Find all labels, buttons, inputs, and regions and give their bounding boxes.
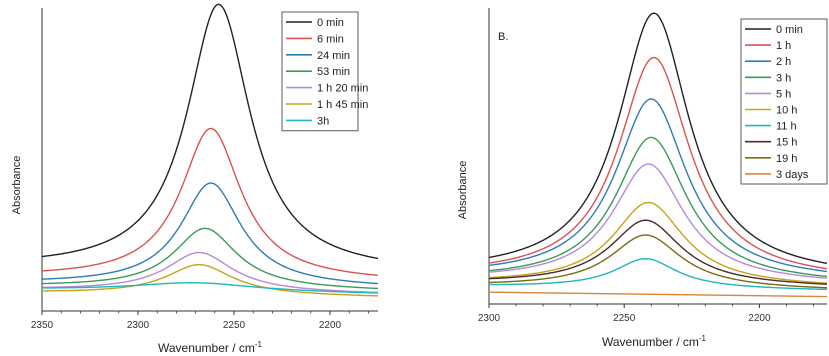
series-line-1	[488, 12, 828, 265]
x-tick-label: 2350	[31, 320, 54, 331]
series-line-7	[41, 282, 379, 294]
legend-label: 2 h	[776, 56, 791, 68]
legend-label: 3h	[317, 115, 329, 127]
y-axis-label: Absorbance	[457, 161, 469, 220]
legend-label: 5 h	[776, 88, 791, 100]
legend-label: 15 h	[776, 137, 797, 149]
series-line-6	[488, 201, 828, 284]
series-line-2	[488, 56, 828, 270]
legend-label: 3 days	[776, 169, 809, 181]
x-tick-label: 2250	[613, 313, 636, 324]
y-axis-label: Absorbance	[11, 156, 23, 215]
x-tick-label: 2200	[319, 320, 342, 331]
chart-panel-1: 2350 2300 2250 2200 0 min 6 min 24 min 53 min 1 …	[11, 3, 379, 355]
legend-label: 1 h	[776, 40, 791, 52]
x-tick-label: 2250	[223, 320, 246, 331]
legend-box	[740, 18, 828, 185]
series-line-1	[41, 3, 379, 260]
legend-label: 24 min	[317, 50, 350, 62]
x-tick-label: 2300	[127, 320, 150, 331]
series-line-5	[488, 163, 828, 279]
series-line-3	[41, 182, 379, 285]
panel-label: B.	[498, 31, 508, 43]
series-line-2	[41, 127, 379, 277]
legend-label: 3 h	[776, 72, 791, 84]
series-line-5	[41, 251, 379, 294]
x-axis-label: Wavenumber / cm-1	[602, 334, 707, 349]
chart-panel-2: 2300 2250 2200 0 min 1 h 2 h 3 h 5 h 10 h 11 h 15 …	[457, 8, 828, 349]
series-line-3	[488, 98, 828, 273]
series-line-10	[488, 291, 828, 298]
series-line-7	[488, 257, 828, 291]
series-line-8	[488, 219, 828, 285]
x-tick-label: 2300	[478, 313, 501, 324]
x-tick-label: 2200	[748, 313, 771, 324]
series-line-6	[41, 263, 379, 297]
x-axis-label: Wavenumber / cm-1	[158, 340, 263, 355]
legend-label: 1 h 20 min	[317, 83, 368, 95]
legend-label: 53 min	[317, 66, 350, 78]
series-line-9	[488, 234, 828, 289]
legend-label: 19 h	[776, 153, 797, 165]
series-line-4	[41, 227, 379, 290]
legend-label: 0 min	[317, 17, 344, 29]
legend-label: 6 min	[317, 33, 344, 45]
series-line-4	[488, 136, 828, 278]
legend-label: 1 h 45 min	[317, 99, 368, 111]
legend-label: 0 min	[776, 24, 803, 36]
legend-label: 10 h	[776, 105, 797, 117]
legend-label: 11 h	[776, 121, 797, 133]
